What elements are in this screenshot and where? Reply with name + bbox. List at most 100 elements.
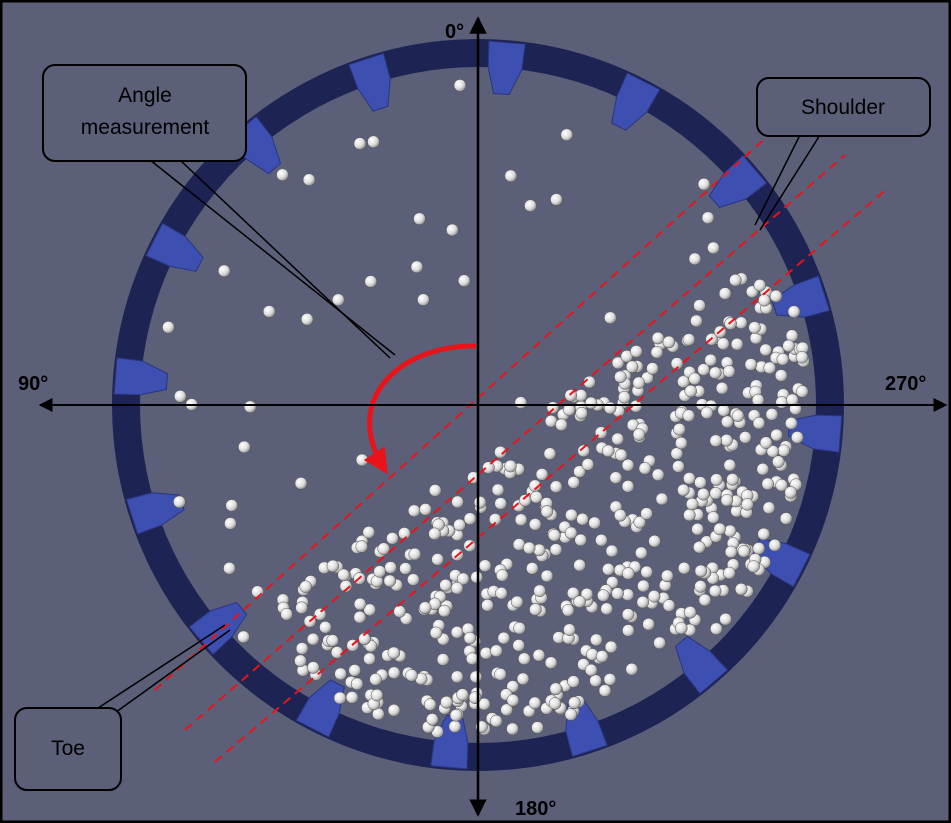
particle	[656, 493, 668, 505]
particle	[409, 548, 421, 560]
particle	[356, 454, 368, 466]
particle	[449, 721, 461, 733]
particle	[563, 624, 575, 636]
particle	[474, 496, 486, 508]
particle	[599, 685, 611, 697]
particle	[507, 694, 519, 706]
particle	[622, 480, 634, 492]
particle	[296, 602, 308, 614]
particle	[301, 313, 313, 325]
particle	[601, 603, 613, 615]
particle	[772, 456, 784, 468]
particle	[407, 574, 419, 586]
particle	[622, 568, 634, 580]
particle	[626, 663, 638, 675]
particle	[426, 713, 438, 725]
particle	[386, 532, 398, 544]
particle	[529, 697, 541, 709]
particle	[335, 668, 347, 680]
particle	[633, 377, 645, 389]
particle	[507, 723, 519, 735]
particle	[683, 509, 695, 521]
particle	[446, 224, 458, 236]
particle	[466, 653, 478, 665]
particle	[693, 541, 705, 553]
particle	[550, 194, 562, 206]
particle	[371, 689, 383, 701]
particle	[690, 315, 702, 327]
particle	[454, 519, 466, 531]
particle	[778, 445, 790, 457]
callout-text: Angle	[118, 84, 172, 107]
particle	[515, 397, 527, 409]
particle	[633, 429, 645, 441]
particle	[223, 562, 235, 574]
particle	[697, 488, 709, 500]
particle	[635, 547, 647, 559]
particle	[647, 363, 659, 375]
particle	[757, 463, 769, 475]
particle	[661, 570, 673, 582]
particle	[775, 370, 787, 382]
particle	[630, 345, 642, 357]
particle	[626, 361, 638, 373]
particle	[327, 635, 339, 647]
particle	[639, 462, 651, 474]
particle	[689, 373, 701, 385]
particle	[464, 632, 476, 644]
particle	[226, 500, 238, 512]
particle	[296, 643, 308, 655]
particle	[550, 544, 562, 556]
particle	[785, 486, 797, 498]
particle	[532, 722, 544, 734]
particle	[725, 546, 737, 558]
particle	[162, 321, 174, 333]
particle	[354, 611, 366, 623]
particle	[622, 625, 634, 637]
particle	[568, 476, 580, 488]
particle	[758, 294, 770, 306]
particle	[332, 294, 344, 306]
particle	[705, 354, 717, 366]
particle	[356, 541, 368, 553]
particle	[281, 608, 293, 620]
particle	[252, 586, 264, 598]
particle	[738, 545, 750, 557]
particle	[590, 675, 602, 687]
particle	[505, 460, 517, 472]
particle	[641, 566, 653, 578]
particle	[683, 410, 695, 422]
particle	[724, 525, 736, 537]
particle	[565, 527, 577, 539]
particle	[550, 683, 562, 695]
particle	[739, 431, 751, 443]
particle	[709, 367, 721, 379]
particle	[770, 290, 782, 302]
particle	[494, 668, 506, 680]
scene: 0° 90° 270° 180° Angle measurement Shoul…	[0, 0, 951, 823]
particle	[678, 562, 690, 574]
particle	[419, 602, 431, 614]
particle	[643, 618, 655, 630]
particle	[490, 645, 502, 657]
particle	[568, 697, 580, 709]
particle	[710, 435, 722, 447]
particle	[354, 138, 366, 150]
particle	[574, 559, 586, 571]
particle	[724, 459, 736, 471]
particle	[562, 604, 574, 616]
particle	[523, 542, 535, 554]
particle	[349, 664, 361, 676]
particle	[338, 569, 350, 581]
particle	[585, 397, 597, 409]
particle	[701, 407, 713, 419]
particle	[550, 481, 562, 493]
particle	[723, 567, 735, 579]
particle	[702, 212, 714, 224]
particle	[363, 526, 375, 538]
particle	[758, 528, 770, 540]
particle	[622, 459, 634, 471]
particle	[294, 655, 306, 667]
particle	[606, 545, 618, 557]
particle	[749, 322, 761, 334]
